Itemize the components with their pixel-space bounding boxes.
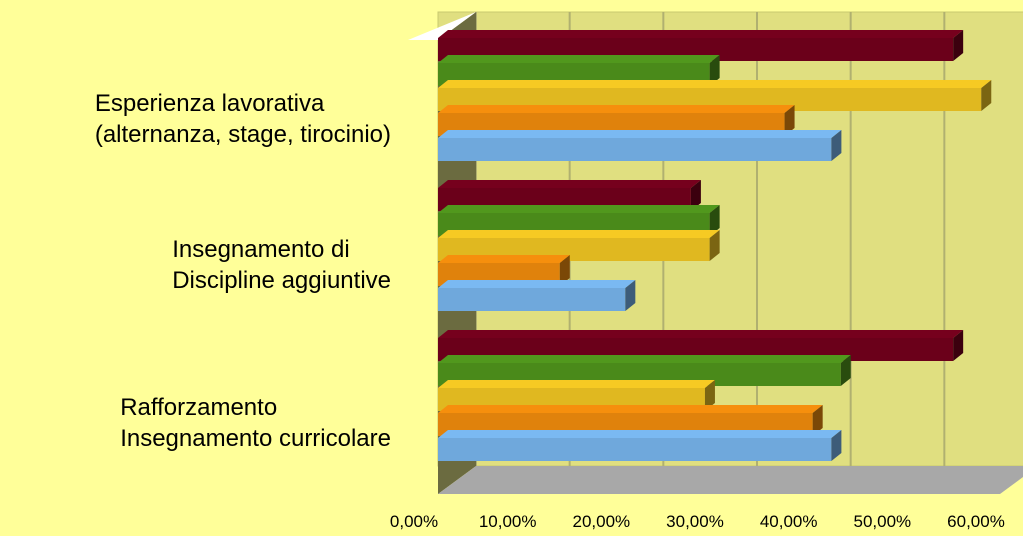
bar-top-series-0-cat-1 [438,280,636,288]
bar-end-series-0-cat-2 [831,430,842,461]
bar-top-series-2-cat-2 [438,380,715,388]
x-tick-label: 60,00% [947,512,1005,531]
bar-top-series-2-cat-1 [438,230,720,238]
bar-series-0-cat-0 [438,138,832,161]
bar-top-series-0-cat-2 [438,430,842,438]
bar-end-series-4-cat-1 [690,180,701,211]
floor [438,466,1023,494]
bar-top-series-3-cat-1 [438,205,720,213]
bar-top-series-1-cat-0 [438,105,795,113]
bar-top-series-1-cat-1 [438,255,570,263]
bar-top-series-2-cat-0 [438,80,992,88]
bar-top-series-3-cat-0 [438,55,720,63]
bar-top-series-4-cat-2 [438,330,964,338]
bar-series-0-cat-2 [438,438,832,461]
wall-corner [408,12,476,40]
bar-end-series-3-cat-1 [709,205,720,236]
bar-top-series-0-cat-0 [438,130,842,138]
category-label-curricolare: Rafforzamento Insegnamento curricolare [120,394,391,452]
bar-end-series-1-cat-2 [812,405,823,436]
category-label-esperienza: Esperienza lavorativa (alternanza, stage… [94,90,391,148]
x-tick-label: 10,00% [478,512,537,531]
bar-end-series-4-cat-2 [953,330,964,361]
bar-top-series-4-cat-1 [438,180,701,188]
bar-end-series-0-cat-1 [625,280,636,311]
bar-top-series-3-cat-2 [438,355,851,363]
bar-top-series-1-cat-2 [438,405,823,413]
bar-end-series-2-cat-1 [709,230,720,261]
x-tick-label: 0,00% [389,512,439,531]
bar-end-series-2-cat-0 [981,80,992,111]
x-tick-label: 40,00% [759,512,818,531]
bar-end-series-0-cat-0 [831,130,842,161]
x-tick-label: 20,00% [572,512,631,531]
bar-top-series-4-cat-0 [438,30,964,38]
bar-end-series-2-cat-2 [704,380,715,411]
bar-series-0-cat-1 [438,288,626,311]
x-tick-label: 50,00% [853,512,912,531]
bar-end-series-1-cat-1 [559,255,570,286]
bar-end-series-3-cat-0 [709,55,720,86]
category-label-discipline: Insegnamento di Discipline aggiuntive [172,236,391,294]
bar-end-series-1-cat-0 [784,105,795,136]
x-tick-label: 30,00% [666,512,724,531]
bar-end-series-4-cat-0 [953,30,964,61]
bar-end-series-3-cat-2 [840,355,851,386]
